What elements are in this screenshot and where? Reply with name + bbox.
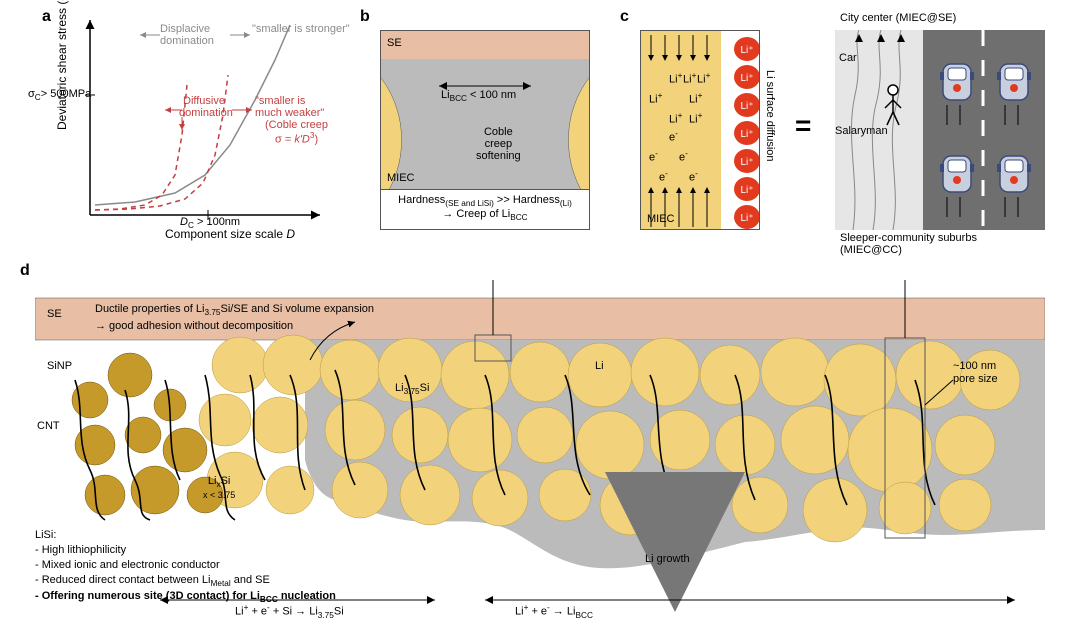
- panel-a: Displacive domination "smaller is strong…: [60, 15, 330, 240]
- d-right-react: Li+ + e- → LiBCC: [515, 603, 593, 620]
- d-li375si: Li3.75Si: [395, 382, 429, 396]
- c-miec-box: Li⁺Li⁺Li⁺Li⁺Li⁺Li⁺Li⁺ Li+Li+Li+Li+Li+Li+…: [640, 30, 760, 230]
- a-dd-target: "smaller is stronger": [252, 23, 350, 35]
- b-coble: Coble creep softening: [476, 126, 521, 162]
- b-miec-label: MIEC: [387, 172, 415, 184]
- svg-text:Li⁺: Li⁺: [740, 73, 753, 84]
- b-dim: LiBCC < 100 nm: [441, 89, 516, 103]
- svg-text:Li⁺: Li⁺: [740, 185, 753, 196]
- d-li-growth: Li growth: [645, 553, 690, 565]
- c-e-minus: e-: [679, 149, 688, 164]
- panel-label-d: d: [20, 262, 30, 280]
- d-ductile: Ductile properties of Li3.75Si/SE and Si…: [95, 302, 374, 333]
- c-miec-svg: Li⁺ Li⁺ Li⁺ Li⁺ Li⁺ Li⁺ Li⁺: [641, 31, 760, 230]
- a-diffusive-1: Diffusive: [183, 95, 225, 107]
- a-displacive-2: domination: [160, 35, 214, 47]
- d-lixsi: LixSix < 3.75: [203, 475, 235, 501]
- c-city-top: City center (MIEC@SE): [840, 12, 956, 24]
- c-li-plus: Li+: [689, 91, 702, 106]
- d-li: Li: [595, 360, 604, 372]
- c-miec-label: MIEC: [647, 213, 675, 225]
- panel-label-a: a: [42, 8, 51, 26]
- c-car-label: Car: [839, 52, 857, 64]
- panel-b-svg: [381, 31, 590, 191]
- d-sinp-label: SiNP: [47, 360, 72, 372]
- c-li-plus: Li+: [669, 111, 682, 126]
- d-prop-2: - Mixed ionic and electronic conductor: [35, 558, 336, 573]
- c-li-plus: Li+: [697, 71, 710, 86]
- d-cnt-label: CNT: [37, 420, 60, 432]
- c-city-bottom: Sleeper-community suburbs (MIEC@CC): [840, 232, 977, 256]
- panel-c: City center (MIEC@SE) Li⁺Li⁺Li⁺Li⁺Li⁺Li⁺…: [640, 30, 1060, 230]
- d-se-label: SE: [47, 308, 62, 320]
- d-prop-3: - Reduced direct contact between LiMetal…: [35, 573, 336, 589]
- c-li-plus: Li+: [683, 71, 696, 86]
- a-df-target-1: "smaller is: [255, 95, 305, 107]
- a-coble-2: σ = k'D3): [275, 131, 318, 146]
- b-caption-line-2: → Creep of LiBCC: [385, 208, 585, 222]
- a-coble-1: (Coble creep: [265, 119, 328, 131]
- panel-d: SE Ductile properties of Li3.75Si/SE and…: [35, 280, 1045, 620]
- c-salaryman-label: Salaryman: [835, 125, 888, 137]
- c-e-minus: e-: [689, 169, 698, 184]
- c-li-plus: Li+: [669, 71, 682, 86]
- svg-text:Li⁺: Li⁺: [740, 129, 753, 140]
- a-y-axis-label: Deviatoric shear stress (σ): [55, 0, 69, 130]
- a-x-axis-label: Component size scale D: [165, 227, 295, 241]
- b-caption: Hardness(SE and LiSi) >> Hardness(Li) → …: [381, 189, 589, 229]
- svg-text:Li⁺: Li⁺: [740, 213, 753, 224]
- c-e-minus: e-: [669, 129, 678, 144]
- b-se-label: SE: [387, 37, 402, 49]
- svg-text:Li⁺: Li⁺: [740, 157, 753, 168]
- panel-b: SE MIEC LiBCC < 100 nm Coble creep softe…: [380, 30, 590, 230]
- b-caption-line-1: Hardness(SE and LiSi) >> Hardness(Li): [385, 194, 585, 208]
- d-prop-0: LiSi:: [35, 528, 336, 543]
- svg-text:Li⁺: Li⁺: [740, 101, 753, 112]
- panel-label-b: b: [360, 8, 370, 26]
- c-e-minus: e-: [659, 169, 668, 184]
- d-pore: ~100 nmpore size: [953, 360, 998, 386]
- a-displacive-1: Displacive: [160, 23, 210, 35]
- a-diffusive-2: domination: [179, 107, 233, 119]
- svg-text:Li⁺: Li⁺: [740, 45, 753, 56]
- d-prop-1: - High lithiophilicity: [35, 543, 336, 558]
- c-e-minus: e-: [649, 149, 658, 164]
- c-equals: =: [795, 110, 811, 142]
- c-li-plus: Li+: [689, 111, 702, 126]
- panel-label-c: c: [620, 8, 629, 26]
- d-left-react: Li+ + e- + Si → Li3.75Si: [235, 603, 344, 620]
- a-df-target-2: much weaker": [255, 107, 324, 119]
- c-surface-diffusion: Li surface diffusion: [764, 70, 776, 162]
- c-city: Car Salaryman: [835, 30, 1045, 230]
- c-li-plus: Li+: [649, 91, 662, 106]
